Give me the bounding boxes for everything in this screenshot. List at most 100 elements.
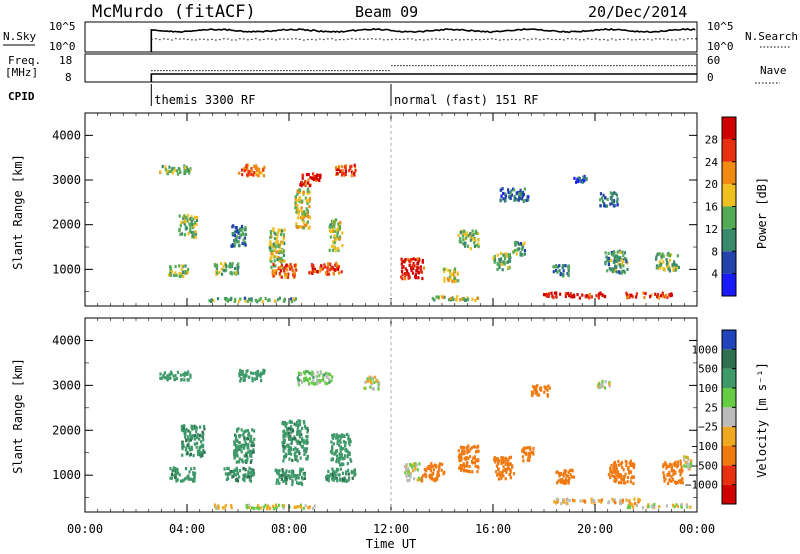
data-cell [234,455,237,459]
data-cell [293,263,296,267]
data-cell [296,376,299,380]
noise-search-point [255,38,257,40]
data-cell [330,244,334,248]
data-cell [283,422,286,426]
data-cell [170,270,174,274]
data-cell [668,470,671,474]
data-cell [327,476,330,480]
data-cell [247,431,250,435]
data-cell [175,479,178,483]
data-cell [191,434,195,438]
data-cell [175,376,178,381]
data-cell [622,481,625,485]
data-cell [190,467,193,471]
data-cell [561,272,564,276]
data-cell [615,270,618,274]
data-cell [532,446,535,451]
data-cell [345,449,348,453]
data-cell [336,232,339,236]
data-cell [427,465,430,469]
data-cell [297,423,300,427]
noise-search-point [159,39,161,41]
data-cell [629,470,632,474]
data-cell [257,174,260,178]
noise-search-point [439,38,441,40]
data-cell [569,292,572,296]
data-cell [628,469,631,473]
data-cell [328,248,331,252]
data-cell [611,470,614,474]
data-cell [230,244,233,248]
data-cell [186,378,189,382]
data-cell [285,263,288,267]
data-cell [291,437,294,441]
data-cell [502,474,505,478]
data-cell [347,434,350,438]
data-cell [404,277,407,281]
data-cell [255,173,258,177]
noise-search-point [479,39,481,41]
data-cell [248,453,251,458]
data-cell [671,468,674,472]
data-cell [412,257,415,261]
data-cell [503,254,506,258]
data-cell [240,450,243,454]
data-cell [283,441,286,445]
data-cell [248,471,251,475]
data-cell [187,438,190,442]
noise-search-point [583,39,585,41]
data-cell [339,456,342,460]
data-cell [277,244,280,248]
data-cell [185,226,189,230]
colorbar-tick-label: 20 [705,178,718,191]
data-cell [189,227,192,231]
data-cell [166,374,170,379]
data-cell [281,241,284,245]
data-cell [286,427,289,432]
data-cell [253,164,256,168]
data-cell [257,504,260,508]
nave-point [292,70,294,72]
data-cell [460,456,463,460]
data-cell [560,502,563,506]
data-cell [183,429,186,433]
data-cell [660,255,663,259]
data-cell [617,262,620,266]
nave-point [640,65,642,67]
data-cell [298,197,301,202]
data-cell [674,470,677,474]
data-cell [250,470,253,474]
data-cell [500,474,503,478]
data-cell [599,198,602,202]
data-cell [633,497,636,501]
data-cell [252,448,255,452]
data-cell [175,273,178,277]
data-cell [247,433,250,437]
nave-point [493,65,495,67]
data-cell [241,458,244,462]
data-cell [282,479,285,483]
data-cell [378,381,381,385]
data-cell [612,461,616,465]
nave-point [304,70,306,72]
data-cell [353,473,356,477]
data-cell [622,477,626,482]
data-cell [404,258,407,262]
data-cell [231,225,234,229]
data-cell [262,371,266,375]
data-cell [629,502,632,506]
data-cell [338,225,342,229]
data-cell [447,298,451,302]
data-cell [272,227,275,231]
data-cell [290,265,293,269]
data-cell [413,264,416,268]
nave-point [169,70,171,72]
data-cell [460,468,463,472]
data-cell [342,440,345,444]
noise-search-point [359,38,361,40]
data-cell [625,460,628,464]
data-cell [473,461,477,465]
noise-search-point [475,38,477,40]
data-cell [220,267,223,271]
